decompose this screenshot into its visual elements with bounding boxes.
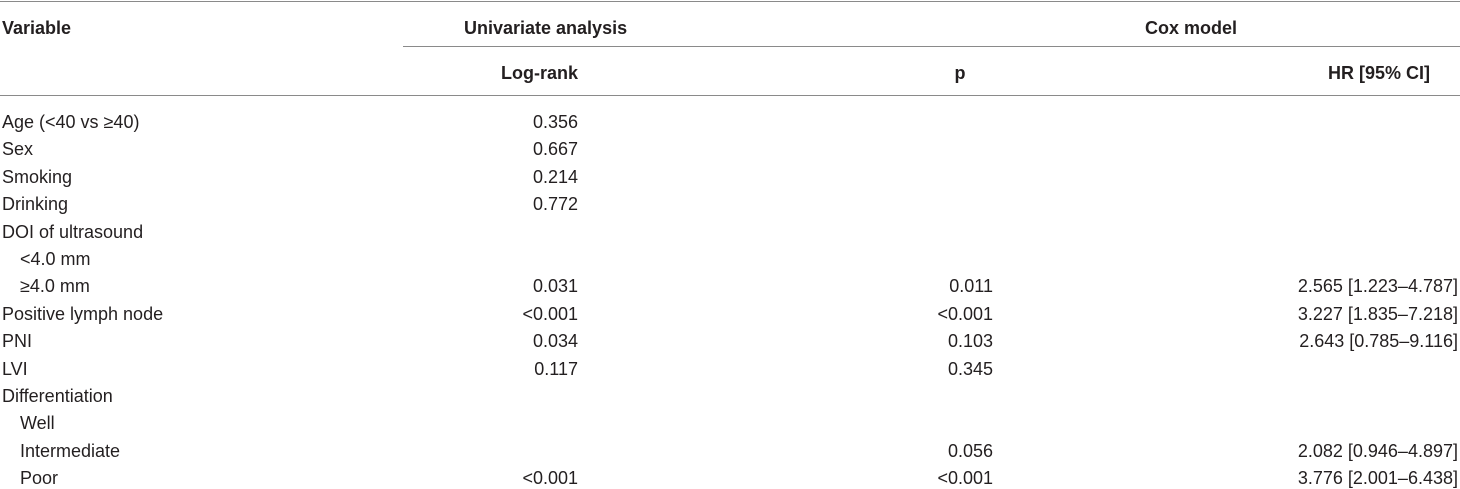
- row-label: LVI: [2, 359, 28, 379]
- top-rule: [0, 1, 1460, 2]
- cell-logrank: 0.031: [532, 276, 578, 296]
- cell-p: 0.011: [949, 276, 993, 296]
- header-cox-model: Cox model: [1145, 18, 1238, 38]
- row-label: Smoking: [2, 167, 73, 187]
- cell-p: <0.001: [937, 304, 993, 324]
- cell-logrank: 0.214: [532, 167, 578, 187]
- row-label: PNI: [2, 331, 33, 351]
- row-label: Sex: [2, 139, 34, 159]
- row-label: Differentiation: [2, 386, 113, 406]
- row-label: ≥4.0 mm: [20, 276, 90, 296]
- row-label: Positive lymph node: [2, 304, 164, 324]
- cell-logrank: 0.667: [532, 139, 578, 159]
- cell-p: 0.345: [947, 359, 993, 379]
- group-header-rule: [403, 46, 1460, 47]
- cell-hr: 2.565 [1.223–4.787]: [1297, 276, 1458, 296]
- header-variable: Variable: [2, 18, 72, 38]
- cell-logrank: 0.034: [532, 331, 578, 351]
- cell-hr: 2.082 [0.946–4.897]: [1297, 441, 1458, 461]
- cell-p: 0.056: [947, 441, 993, 461]
- header-univariate: Univariate analysis: [464, 18, 628, 38]
- row-label: Intermediate: [20, 441, 121, 461]
- cell-logrank: 0.117: [534, 359, 578, 379]
- cell-logrank: <0.001: [522, 304, 578, 324]
- header-logrank: Log-rank: [500, 63, 578, 83]
- cell-p: <0.001: [937, 468, 993, 488]
- cell-p: 0.103: [947, 331, 993, 351]
- row-label: Well: [20, 413, 55, 433]
- cell-logrank: 0.772: [532, 194, 578, 214]
- header-p: p: [954, 63, 966, 83]
- header-bottom-rule: [0, 95, 1460, 96]
- cell-hr: 3.227 [1.835–7.218]: [1297, 304, 1458, 324]
- cell-logrank: 0.356: [532, 112, 578, 132]
- cell-hr: 3.776 [2.001–6.438]: [1297, 468, 1458, 488]
- header-hr: HR [95% CI]: [1327, 63, 1430, 83]
- row-label: Age (<40 vs ≥40): [2, 112, 140, 132]
- row-label: DOI of ultrasound: [2, 222, 144, 242]
- cell-logrank: <0.001: [522, 468, 578, 488]
- cell-hr: 2.643 [0.785–9.116]: [1299, 331, 1458, 351]
- row-label: Poor: [20, 468, 59, 488]
- row-label: <4.0 mm: [20, 249, 91, 269]
- row-label: Drinking: [2, 194, 69, 214]
